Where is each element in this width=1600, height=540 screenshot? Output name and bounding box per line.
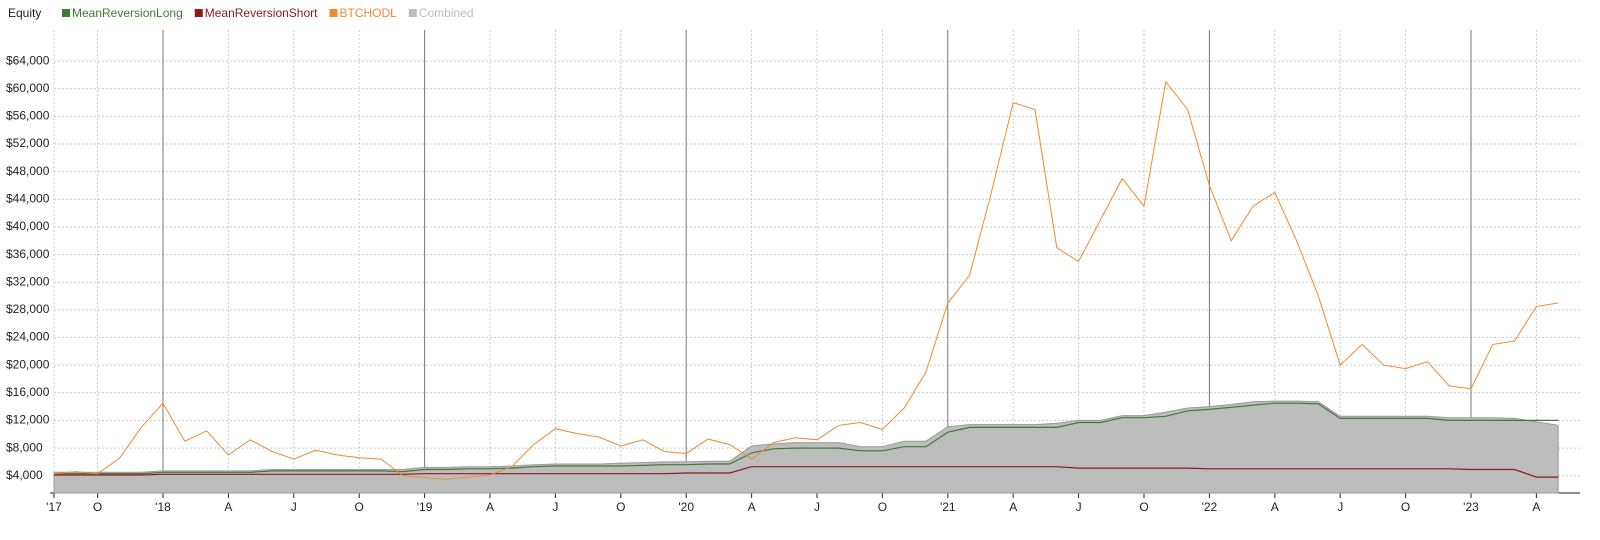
y-tick-label: $52,000 bbox=[6, 136, 50, 150]
x-tick-label: A bbox=[1009, 500, 1017, 514]
y-tick-label: $28,000 bbox=[6, 302, 50, 316]
y-tick-label: $36,000 bbox=[6, 247, 50, 261]
x-tick-label: J bbox=[814, 500, 820, 514]
y-tick-label: $12,000 bbox=[6, 413, 50, 427]
x-tick-label: A bbox=[486, 500, 494, 514]
y-tick-label: $64,000 bbox=[6, 53, 50, 67]
x-tick-label: J bbox=[1337, 500, 1343, 514]
chart-title: Equity bbox=[8, 6, 41, 20]
y-tick-label: $32,000 bbox=[6, 274, 50, 288]
x-tick-label: A bbox=[1532, 500, 1540, 514]
x-tick-label: O bbox=[1139, 500, 1148, 514]
x-tick-label: '18 bbox=[155, 500, 171, 514]
x-tick-label: O bbox=[616, 500, 625, 514]
y-tick-label: $16,000 bbox=[6, 385, 50, 399]
series-area bbox=[53, 400, 1559, 494]
y-tick-label: $40,000 bbox=[6, 219, 50, 233]
x-tick-label: A bbox=[224, 500, 232, 514]
y-tick-label: $8,000 bbox=[6, 440, 43, 454]
series-line bbox=[53, 80, 1559, 480]
legend-label: MeanReversionLong bbox=[72, 6, 183, 20]
x-tick-label: J bbox=[291, 500, 297, 514]
legend-label: BTCHODL bbox=[339, 6, 397, 20]
legend-label: MeanReversionShort bbox=[205, 6, 318, 20]
legend-swatch bbox=[329, 9, 338, 17]
y-tick-label: $20,000 bbox=[6, 357, 50, 371]
x-tick-label: J bbox=[1076, 500, 1082, 514]
legend-swatch bbox=[194, 9, 203, 17]
legend-swatch bbox=[62, 9, 70, 17]
x-tick-label: '17 bbox=[46, 500, 62, 514]
legend-swatch bbox=[408, 9, 417, 17]
y-tick-label: $56,000 bbox=[6, 109, 50, 123]
x-tick-label: A bbox=[1271, 500, 1279, 514]
x-tick-label: A bbox=[748, 500, 756, 514]
x-tick-label: O bbox=[878, 500, 887, 514]
x-tick-label: J bbox=[552, 500, 558, 514]
x-tick-label: '19 bbox=[417, 500, 433, 514]
series-line bbox=[54, 466, 1559, 478]
x-tick-label: '23 bbox=[1463, 500, 1479, 514]
series-line bbox=[54, 402, 1559, 475]
x-tick-label: '20 bbox=[678, 500, 694, 514]
x-tick-label: O bbox=[93, 500, 102, 514]
y-tick-label: $24,000 bbox=[6, 330, 50, 344]
x-tick-label: O bbox=[355, 500, 364, 514]
x-tick-label: '21 bbox=[940, 500, 956, 514]
x-tick-label: O bbox=[1401, 500, 1410, 514]
y-tick-label: $4,000 bbox=[6, 468, 43, 482]
x-tick-label: '22 bbox=[1202, 500, 1218, 514]
y-tick-label: $60,000 bbox=[6, 81, 50, 95]
y-tick-label: $48,000 bbox=[6, 164, 50, 178]
legend-label: Combined bbox=[419, 6, 474, 20]
y-tick-label: $44,000 bbox=[6, 191, 50, 205]
